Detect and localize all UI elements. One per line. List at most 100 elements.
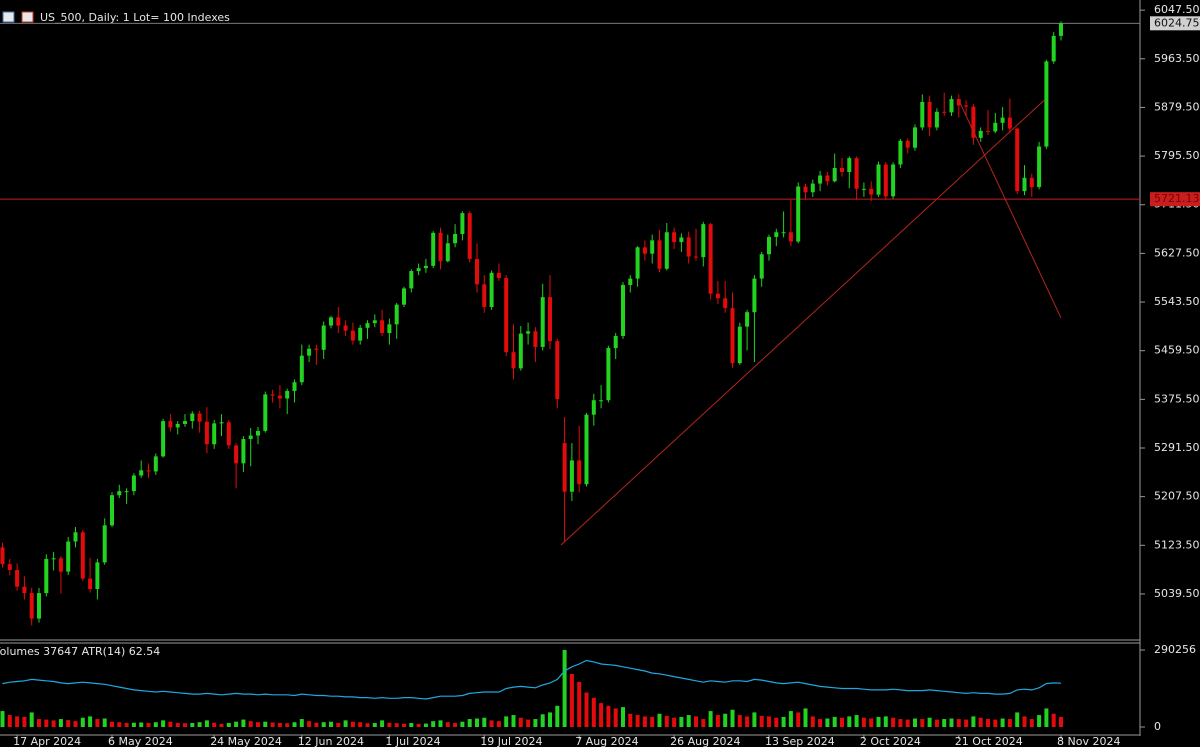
volume-bar	[1029, 719, 1034, 727]
candle-body	[168, 421, 173, 428]
volume-bar	[343, 720, 348, 727]
candle-body	[197, 413, 202, 422]
candle-body	[650, 240, 655, 254]
candle-body	[518, 333, 523, 369]
candle-body	[847, 158, 852, 173]
volume-bar	[745, 716, 750, 727]
volume-bar	[650, 716, 655, 727]
candle-body	[226, 422, 231, 446]
candle-body	[285, 390, 290, 399]
candle-body	[555, 341, 560, 400]
volume-bar	[1015, 712, 1020, 727]
candle-body	[117, 491, 122, 496]
volume-bar	[270, 722, 275, 727]
volume-bar	[175, 723, 180, 727]
candle-body	[577, 460, 582, 485]
candles	[0, 21, 1063, 626]
volume-bar	[788, 711, 793, 727]
volume-bar	[526, 719, 531, 727]
volume-bar	[810, 716, 815, 727]
candle-body	[190, 413, 195, 422]
volume-bar	[591, 697, 596, 727]
volume-bar	[146, 723, 151, 727]
candle-body	[621, 284, 625, 336]
candle-body	[1051, 35, 1056, 62]
volume-bar	[628, 713, 633, 727]
volume-bar	[58, 719, 63, 727]
volume-bar	[803, 708, 808, 727]
candle-body	[372, 320, 377, 324]
x-tick-label: 19 Jul 2024	[480, 735, 542, 747]
candle-body	[365, 323, 370, 328]
candle-body	[986, 130, 990, 132]
candle-body	[533, 331, 538, 347]
volume-bar	[496, 721, 501, 727]
volume-bar	[161, 720, 166, 727]
volume-bar	[277, 723, 282, 727]
candle-body	[496, 272, 501, 279]
candle-body	[453, 233, 458, 244]
candle-body	[29, 593, 34, 619]
candle-body	[423, 265, 428, 269]
last-price-label: 6024.75	[1154, 16, 1200, 29]
volume-bar	[139, 722, 144, 727]
volume-bar	[737, 715, 742, 727]
candle-body	[131, 475, 136, 492]
candle-body	[204, 421, 209, 445]
volume-bar	[409, 723, 414, 727]
icon	[21, 11, 34, 23]
candle-body	[956, 99, 961, 106]
candle-body	[80, 532, 85, 579]
candle-body	[219, 422, 224, 424]
volume-bar	[562, 650, 567, 727]
candle-body	[832, 167, 837, 182]
volume-bar	[365, 723, 370, 727]
candle-body	[51, 558, 56, 560]
volume-bar	[467, 719, 472, 727]
x-tick-label: 8 Nov 2024	[1057, 735, 1120, 747]
volume-bar	[993, 719, 998, 727]
candle-body	[343, 325, 348, 331]
candle-body	[599, 400, 604, 402]
candle-body	[942, 111, 947, 113]
volume-bar	[88, 716, 93, 727]
candle-body	[920, 101, 925, 128]
candle-body	[526, 331, 531, 334]
volume-bar	[986, 719, 990, 727]
y-tick-label: 5039.50	[1154, 587, 1200, 600]
candle-body	[248, 435, 253, 440]
volume-bar	[898, 719, 903, 727]
volume-bar	[329, 721, 333, 727]
x-tick-label: 26 Aug 2024	[670, 735, 740, 747]
candle-body	[263, 394, 268, 431]
candle-body	[73, 532, 78, 542]
volume-bar	[876, 716, 881, 727]
hline-price-label: 5721.13	[1154, 192, 1200, 205]
volume-bar	[15, 716, 20, 727]
candle-body	[1022, 177, 1027, 192]
candle-body	[431, 232, 436, 266]
volume-bar	[475, 718, 479, 727]
volume-bar	[657, 713, 662, 727]
volume-bar	[314, 722, 319, 727]
volume-tick-label: 0	[1154, 720, 1161, 733]
volume-bar	[964, 719, 969, 727]
volume-bar	[832, 716, 837, 727]
volume-bar	[942, 719, 947, 727]
candle-body	[854, 158, 859, 189]
volume-bar	[226, 723, 231, 727]
volume-bar	[95, 719, 100, 727]
candle-body	[460, 213, 465, 234]
volume-bar	[971, 716, 976, 727]
x-tick-label: 21 Oct 2024	[955, 735, 1023, 747]
volume-bar	[394, 723, 399, 727]
candle-body	[445, 243, 450, 262]
y-tick-label: 5627.50	[1154, 246, 1200, 259]
volume-bar	[533, 719, 538, 727]
volume-bar	[511, 715, 516, 727]
candle-body	[314, 348, 319, 350]
volume-bar	[686, 715, 691, 727]
candle-body	[153, 456, 158, 472]
candle-body	[37, 593, 41, 619]
candle-body	[511, 352, 516, 369]
